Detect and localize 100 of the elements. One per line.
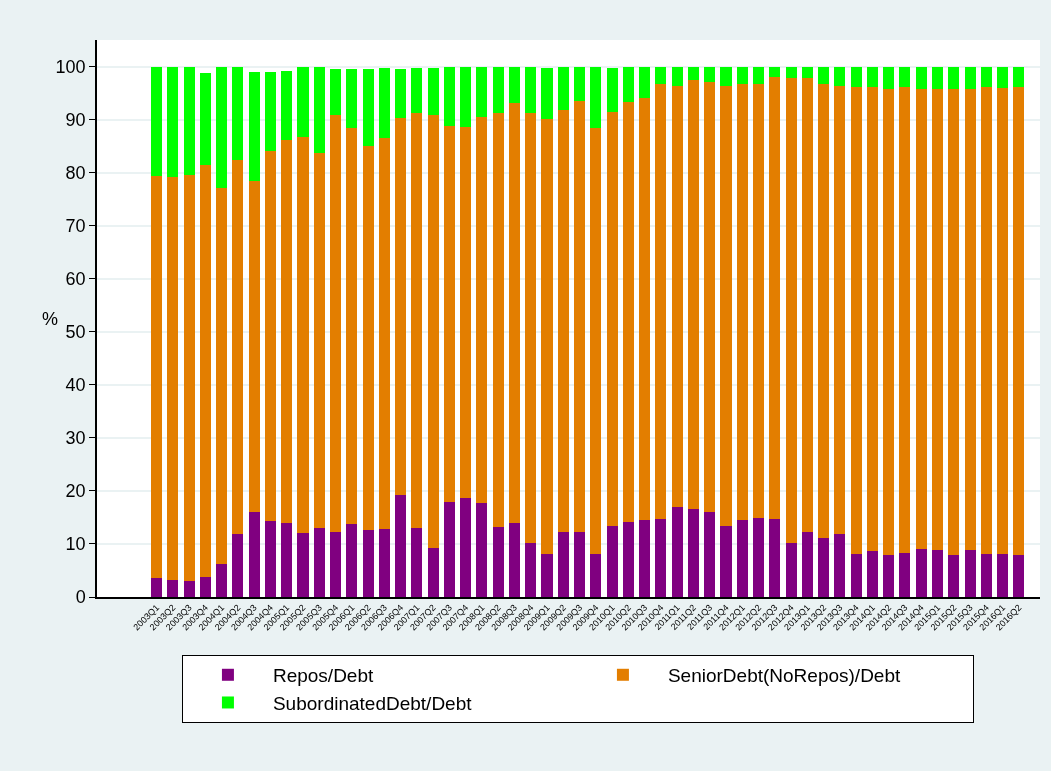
- bar: [232, 160, 243, 534]
- bar: [672, 67, 683, 86]
- bar: [834, 534, 845, 597]
- bar: [493, 113, 504, 527]
- bar: [753, 518, 764, 597]
- bar: [981, 67, 992, 87]
- bar: [216, 67, 227, 188]
- bar: [851, 67, 862, 87]
- bar: [655, 84, 666, 519]
- bar: [297, 533, 309, 597]
- bar: [558, 110, 569, 532]
- bar: [297, 67, 309, 137]
- bar: [379, 68, 390, 138]
- bar: [395, 495, 406, 597]
- bar: [232, 534, 243, 597]
- bar: [574, 532, 585, 597]
- y-tick-label: 60: [65, 269, 86, 290]
- bar: [607, 526, 618, 597]
- bar: [753, 67, 764, 84]
- y-tick-label: 90: [65, 109, 86, 130]
- bar: [997, 554, 1008, 597]
- bar: [314, 528, 325, 597]
- bar: [623, 67, 634, 102]
- bar: [493, 67, 504, 113]
- bar: [151, 578, 162, 597]
- bar: [411, 68, 422, 113]
- bar: [590, 128, 601, 554]
- bar: [509, 103, 520, 523]
- bar: [379, 138, 390, 529]
- bar: [265, 521, 276, 597]
- bar: [607, 112, 618, 526]
- bar: [541, 68, 553, 119]
- bar: [525, 543, 536, 597]
- bar: [720, 67, 732, 86]
- bar: [216, 564, 227, 597]
- bar: [607, 68, 618, 112]
- bar: [395, 69, 406, 118]
- bar: [558, 532, 569, 597]
- bar: [297, 137, 309, 533]
- bar: [346, 69, 357, 128]
- bar: [688, 67, 699, 80]
- bar: [769, 67, 780, 77]
- bar: [834, 86, 845, 534]
- bar: [541, 119, 553, 554]
- bar: [265, 151, 276, 521]
- bar: [167, 580, 178, 597]
- bar: [753, 84, 764, 518]
- bar: [167, 67, 178, 177]
- bar: [802, 78, 813, 532]
- bar: [249, 72, 260, 181]
- bar: [802, 532, 813, 597]
- bar: [249, 512, 260, 597]
- bar: [460, 67, 471, 127]
- bar: [1013, 87, 1024, 555]
- bar: [444, 126, 455, 502]
- bar: [655, 67, 666, 84]
- bar: [802, 67, 813, 78]
- bar: [639, 67, 650, 98]
- bar: [200, 577, 211, 597]
- bar: [509, 523, 520, 597]
- bar: [981, 87, 992, 554]
- bar: [200, 73, 211, 165]
- bar: [867, 87, 878, 551]
- bar: [444, 502, 455, 597]
- y-axis-title: %: [42, 309, 59, 329]
- y-tick-label: 70: [65, 215, 86, 236]
- bar: [737, 520, 748, 597]
- bar: [737, 67, 748, 84]
- bar: [769, 77, 780, 519]
- bar: [965, 550, 976, 597]
- bar: [899, 553, 910, 597]
- bar: [688, 80, 699, 509]
- bar: [786, 67, 797, 78]
- bar: [330, 532, 341, 597]
- bar: [363, 69, 374, 146]
- bar: [672, 507, 683, 597]
- bar: [476, 117, 487, 503]
- bar: [1013, 67, 1024, 87]
- bar: [314, 153, 325, 528]
- bar: [916, 89, 927, 549]
- bar: [395, 118, 406, 495]
- bar: [330, 69, 341, 115]
- bar: [265, 72, 276, 151]
- bar: [720, 526, 732, 597]
- bar: [899, 67, 910, 87]
- bar: [216, 188, 227, 564]
- y-tick-label: 80: [65, 162, 86, 183]
- bar: [883, 89, 894, 555]
- bar: [509, 67, 520, 103]
- bar: [867, 551, 878, 597]
- bar: [151, 176, 162, 578]
- bar: [916, 67, 927, 89]
- bar: [249, 181, 260, 512]
- bar: [460, 127, 471, 498]
- bar: [590, 554, 601, 597]
- y-tick-label: 30: [65, 428, 86, 449]
- bar: [200, 165, 211, 577]
- y-tick-label: 100: [55, 56, 86, 77]
- bar: [818, 67, 829, 84]
- bar: [184, 67, 195, 175]
